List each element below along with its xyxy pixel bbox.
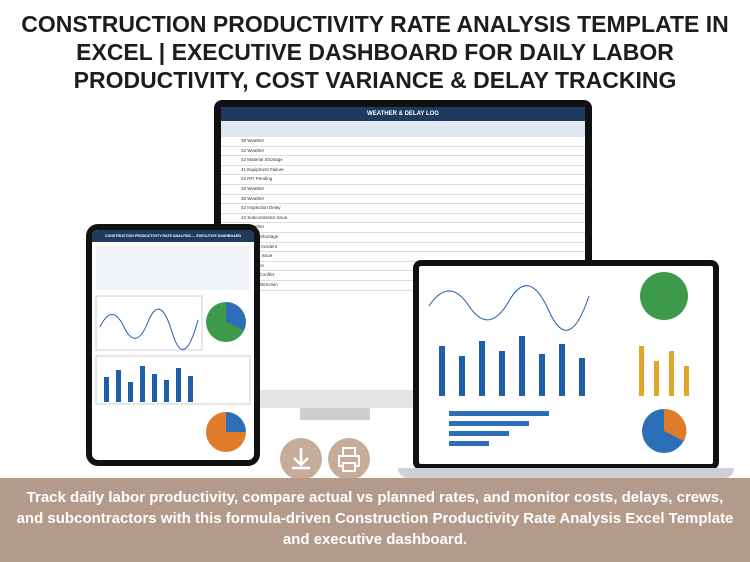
laptop-charts — [428, 272, 689, 453]
log-row: 22 Weather — [221, 147, 585, 157]
log-row: 35 Safety Incident — [221, 243, 585, 253]
log-row: 35 Weather — [221, 195, 585, 205]
line-sketch — [428, 285, 590, 331]
log-header — [221, 121, 585, 137]
pie-sketch — [226, 302, 246, 330]
log-row: 24 Labor Shortage — [221, 233, 585, 243]
dashboard-charts — [95, 246, 251, 452]
page-title: CONSTRUCTION PRODUCTIVITY RATE ANALYSIS … — [21, 11, 729, 93]
download-icon — [280, 438, 322, 480]
log-row: 38 Weather — [221, 137, 585, 147]
laptop-base — [398, 468, 734, 478]
pie-sketch — [226, 412, 246, 432]
pie-sketch — [640, 272, 688, 320]
monitor-screen: WEATHER & DELAY LOG 38 Weather 22 Weather… — [214, 100, 592, 400]
log-row: 36 Weather — [221, 223, 585, 233]
bar-sketch — [639, 346, 689, 396]
log-row: 41 Equipment Failure — [221, 166, 585, 176]
tablet-screen: CONSTRUCTION PRODUCTIVITY RATE ANALYSIS … — [86, 224, 260, 466]
hbar-sketch — [449, 411, 549, 446]
chart-panel — [95, 355, 251, 405]
print-glyph — [338, 447, 360, 472]
log-row: 42 Subcontractor Issue — [221, 214, 585, 224]
footer-text: Track daily labor productivity, compare … — [0, 478, 750, 562]
log-row: 42 Material Shortage — [221, 156, 585, 166]
log-row: 42 Inspection Delay — [221, 204, 585, 214]
chart-panel — [95, 295, 203, 351]
log-row: 42 RFI Pending — [221, 175, 585, 185]
print-icon — [328, 438, 370, 480]
log-row: 28 Weather — [221, 185, 585, 195]
laptop-screen — [413, 260, 719, 470]
pie-sketch — [664, 408, 687, 441]
line-sketch — [99, 308, 199, 350]
dashboard-title: CONSTRUCTION PRODUCTIVITY RATE ANALYSIS … — [92, 230, 254, 242]
download-glyph — [292, 448, 310, 470]
bar-sketch — [439, 336, 585, 396]
bar-sketch — [104, 366, 193, 402]
kpi-panel — [96, 246, 250, 290]
log-title: WEATHER & DELAY LOG — [221, 107, 585, 121]
